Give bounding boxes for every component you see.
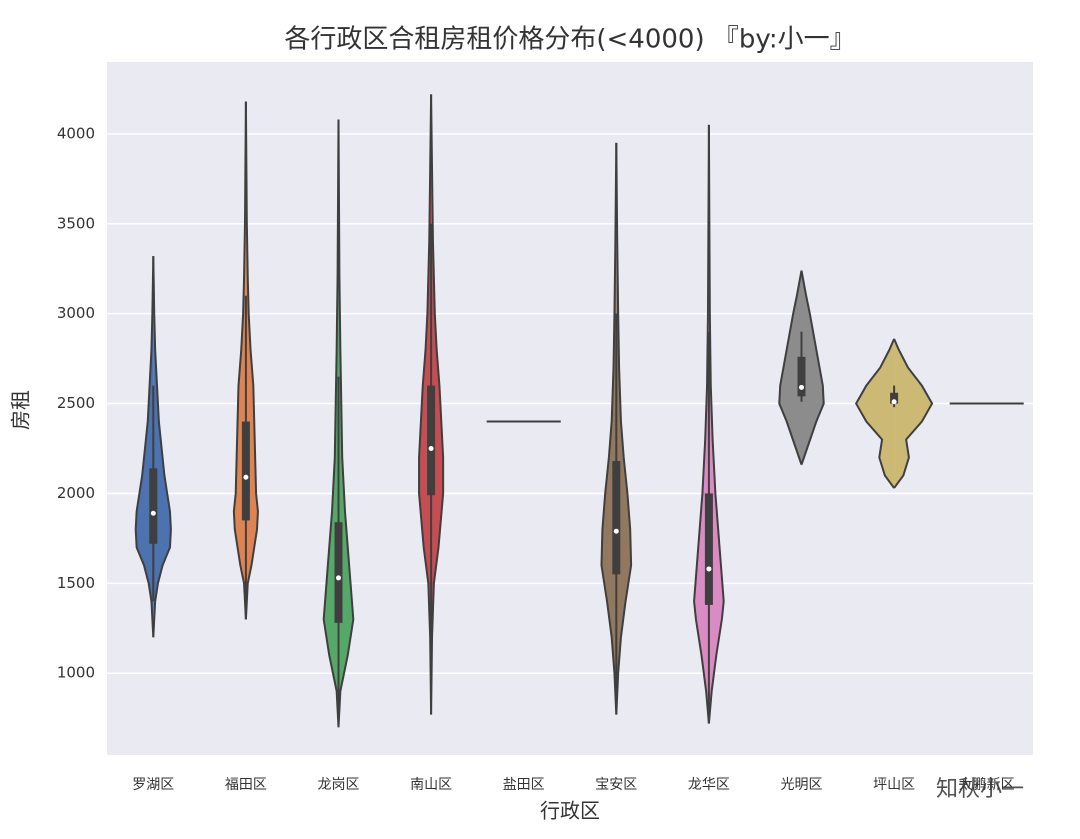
chart-title: 各行政区合租房租价格分布(<4000) 『by:小一』 bbox=[284, 25, 855, 55]
violin-outline bbox=[134, 256, 155, 638]
box bbox=[704, 493, 713, 605]
median bbox=[706, 566, 712, 572]
box bbox=[797, 356, 806, 397]
median bbox=[799, 384, 804, 390]
y-axis-label: 房租 bbox=[9, 390, 33, 430]
violin-outline bbox=[615, 142, 633, 715]
box bbox=[612, 461, 621, 575]
x-tick-label: 南山区 bbox=[410, 777, 452, 793]
violin-outline bbox=[893, 338, 934, 489]
violin-outline bbox=[600, 142, 618, 715]
median bbox=[150, 510, 156, 516]
violin-outline bbox=[854, 338, 896, 489]
x-axis-label: 行政区 bbox=[540, 799, 600, 823]
y-tick-label: 1500 bbox=[57, 574, 95, 592]
x-tick-label: 宝安区 bbox=[595, 777, 637, 793]
median bbox=[243, 474, 249, 480]
median bbox=[336, 575, 341, 581]
x-tick-label: 坪山区 bbox=[873, 777, 915, 793]
x-tick-label: 大鹏新区 bbox=[959, 777, 1015, 793]
x-tick-label: 光明区 bbox=[781, 777, 823, 793]
violin-outline bbox=[152, 256, 172, 638]
violin-outline bbox=[430, 94, 445, 715]
violin-half bbox=[431, 94, 444, 715]
y-tick-label: 4000 bbox=[57, 124, 95, 142]
box bbox=[149, 468, 158, 544]
violin-half bbox=[153, 256, 171, 638]
violin-outline bbox=[800, 270, 825, 466]
y-tick-label: 1000 bbox=[57, 664, 95, 682]
box bbox=[427, 385, 436, 496]
watermark: 知秋小一 bbox=[936, 777, 1024, 802]
x-tick-label: 龙岗区 bbox=[318, 777, 360, 793]
violin-outline bbox=[418, 94, 433, 715]
y-tick-label: 3500 bbox=[57, 214, 95, 232]
violin-half bbox=[419, 94, 432, 715]
violin-outline bbox=[693, 124, 710, 724]
box bbox=[241, 421, 250, 521]
violin-half bbox=[135, 256, 154, 638]
y-tick-label: 2000 bbox=[57, 484, 95, 502]
x-tick-label: 龙华区 bbox=[688, 777, 730, 793]
median bbox=[891, 399, 897, 405]
x-tick-label: 罗湖区 bbox=[132, 777, 174, 793]
box bbox=[890, 392, 899, 404]
violin-half bbox=[894, 338, 933, 489]
x-tick-label: 福田区 bbox=[225, 777, 267, 793]
box bbox=[334, 522, 343, 623]
violin-outline bbox=[322, 119, 340, 728]
violin-outline bbox=[337, 119, 355, 728]
violin-half bbox=[856, 338, 895, 489]
y-tick-label: 3000 bbox=[57, 304, 95, 322]
violin-outline bbox=[232, 101, 247, 620]
median bbox=[613, 528, 619, 534]
violin-outline bbox=[778, 270, 803, 466]
violin-outline bbox=[244, 101, 259, 620]
plot: 1000 1500 2000 2500 3000 3500 4000 罗湖区 福田区 龙岗区 南山区… bbox=[57, 94, 1033, 793]
x-tick-label: 盐田区 bbox=[503, 777, 545, 793]
median bbox=[428, 445, 434, 451]
y-tick-label: 2500 bbox=[57, 394, 95, 412]
violin-outline bbox=[707, 124, 725, 724]
